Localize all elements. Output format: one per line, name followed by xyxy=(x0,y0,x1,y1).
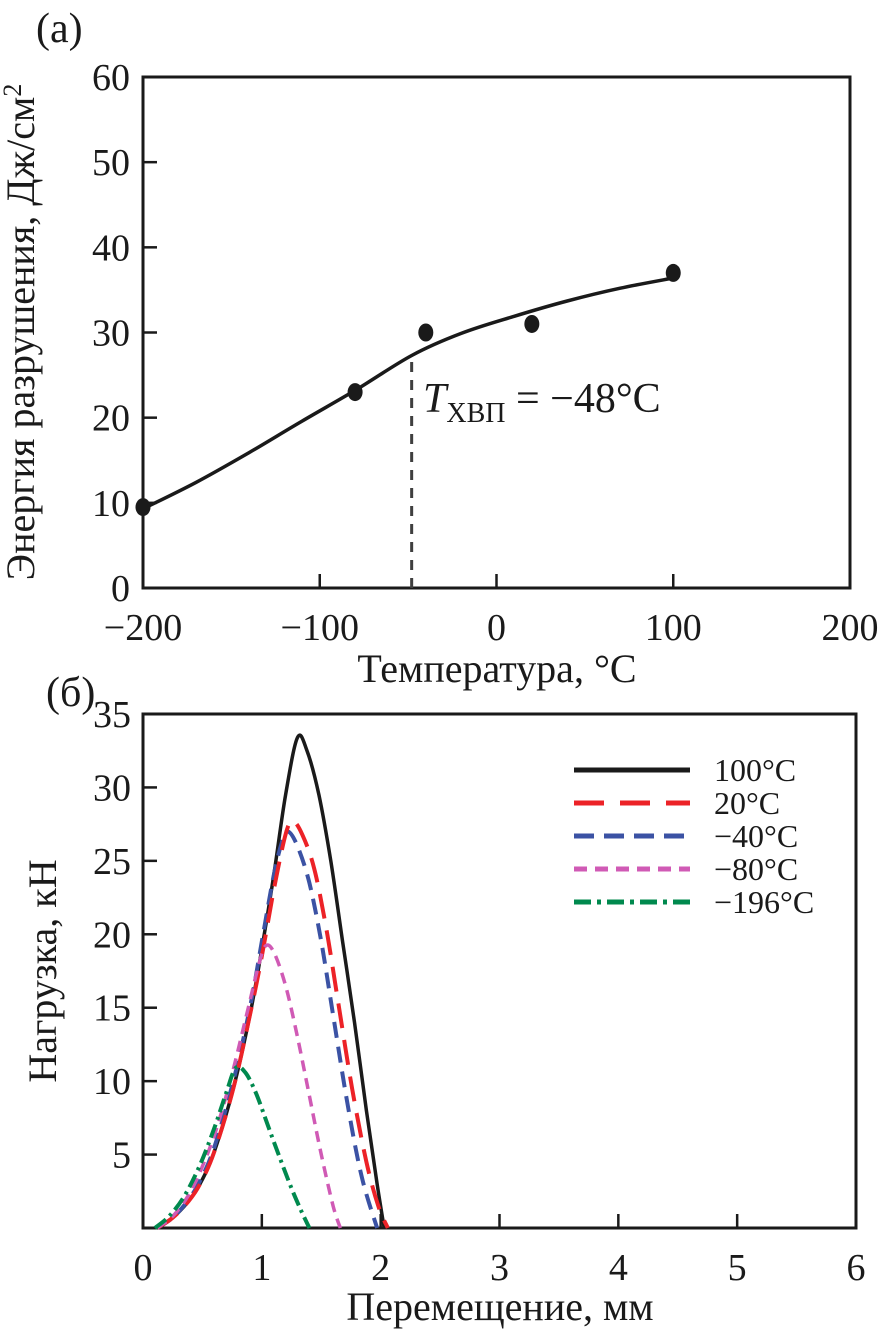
superscript-2: 2 xyxy=(0,84,27,97)
y-tick-label: 20 xyxy=(93,914,131,956)
x-tick-label: 2 xyxy=(371,1247,390,1289)
series-curve-40 xyxy=(156,829,380,1230)
chart-a: −200 −100 0 100 200 0 10 20 30 40 50 60 Температура… xyxy=(0,57,879,691)
y-tick-label: 30 xyxy=(93,767,131,809)
data-point xyxy=(418,323,434,342)
series-curve-196 xyxy=(153,1064,312,1230)
x-tick-label: 200 xyxy=(822,607,879,649)
chart-b-yaxis-title: Нагрузка, кН xyxy=(20,859,65,1082)
chart-a-plot-area: −200 −100 0 100 200 0 10 20 30 40 50 60 xyxy=(92,57,879,649)
y-tick-label: 15 xyxy=(93,988,131,1030)
x-tick-label: 1 xyxy=(252,1247,271,1289)
legend-label: −196°С xyxy=(714,884,814,920)
chart-b: 0 1 2 3 4 5 6 5 10 15 20 25 30 35 Перемещение, мм Наг… xyxy=(20,694,866,1329)
x-tick-label: 100 xyxy=(645,607,702,649)
chart-a-yaxis-title: Энергия разрушения, Дж/см2 xyxy=(0,84,43,581)
y-tick-label: 10 xyxy=(93,1061,131,1103)
legend-label: 100°С xyxy=(714,752,796,788)
data-point xyxy=(665,263,681,282)
data-point xyxy=(524,314,540,333)
x-tick-label: 0 xyxy=(134,1247,153,1289)
fit-curve xyxy=(142,276,674,511)
chart-b-legend: 100°С20°С−40°С−80°С−196°С xyxy=(574,752,814,920)
y-tick-label: 40 xyxy=(92,227,130,269)
x-tick-label: 5 xyxy=(728,1247,747,1289)
chart-a-xaxis-title: Температура, °С xyxy=(357,646,636,691)
y-tick-label: 10 xyxy=(92,483,130,525)
x-tick-label: 4 xyxy=(609,1247,628,1289)
series-curve-20 xyxy=(156,819,390,1230)
y-tick-label: 50 xyxy=(92,142,130,184)
x-tick-label: 3 xyxy=(490,1247,509,1289)
x-tick-label: −100 xyxy=(281,607,359,649)
y-tick-label: 35 xyxy=(93,694,131,736)
legend-label: −80°С xyxy=(714,851,798,887)
plot-box xyxy=(141,75,852,590)
y-tick-label: 25 xyxy=(93,841,131,883)
y-tick-label: 0 xyxy=(111,568,130,610)
legend-label: −40°С xyxy=(714,818,798,854)
x-tick-label: −200 xyxy=(104,607,182,649)
x-tick-label: 6 xyxy=(847,1247,866,1289)
chart-b-plot-area: 0 1 2 3 4 5 6 5 10 15 20 25 30 35 xyxy=(93,694,866,1289)
y-tick-label: 30 xyxy=(92,313,130,355)
y-tick-label: 5 xyxy=(112,1135,131,1177)
x-tick-label: 0 xyxy=(487,607,506,649)
data-point xyxy=(347,383,363,402)
series-curve-100 xyxy=(156,733,386,1230)
chart-a-transition-annotation: TХВП = −48°С xyxy=(423,376,661,429)
panel-a-label: (а) xyxy=(36,6,83,52)
series-curve-80 xyxy=(156,943,342,1230)
chart-b-xaxis-title: Перемещение, мм xyxy=(346,1284,653,1329)
legend-label: 20°С xyxy=(714,785,780,821)
panel-b-label: (б) xyxy=(46,670,95,716)
y-tick-label: 20 xyxy=(92,398,130,440)
data-point xyxy=(135,498,151,517)
y-tick-label: 60 xyxy=(92,57,130,99)
